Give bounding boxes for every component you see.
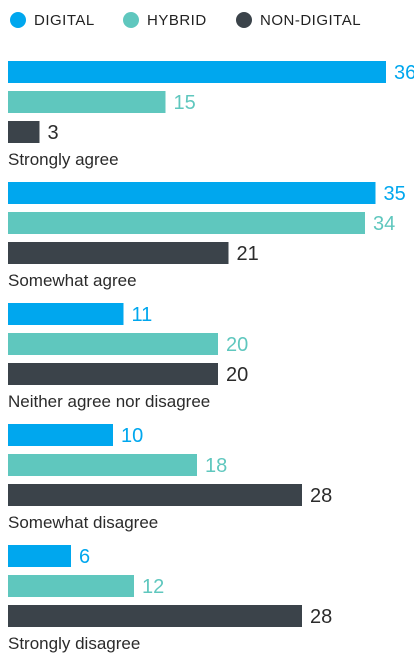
value-label: 18 bbox=[205, 455, 227, 477]
bar bbox=[8, 91, 166, 113]
legend-label-digital: DIGITAL bbox=[34, 11, 95, 29]
legend-item-hybrid: HYBRID bbox=[123, 8, 207, 32]
legend-swatch-hybrid bbox=[123, 12, 139, 28]
value-label: 35 bbox=[384, 183, 406, 205]
legend-label-hybrid: HYBRID bbox=[147, 11, 207, 29]
bar bbox=[8, 454, 197, 476]
bar bbox=[8, 303, 124, 325]
bar bbox=[8, 182, 376, 204]
bar bbox=[8, 121, 40, 143]
category-label: Neither agree nor disagree bbox=[8, 392, 210, 411]
value-label: 34 bbox=[373, 213, 395, 235]
legend-swatch-non-digital bbox=[236, 12, 252, 28]
legend-label-non-digital: NON-DIGITAL bbox=[260, 11, 362, 29]
value-label: 28 bbox=[310, 606, 332, 628]
bar bbox=[8, 545, 71, 567]
category-label: Strongly agree bbox=[8, 150, 119, 169]
value-label: 20 bbox=[226, 334, 248, 356]
value-label: 11 bbox=[132, 304, 153, 326]
bar bbox=[8, 333, 218, 355]
bar bbox=[8, 575, 134, 597]
legend-item-digital: DIGITAL bbox=[10, 8, 95, 32]
bar bbox=[8, 424, 113, 446]
value-label: 15 bbox=[174, 92, 196, 114]
bar bbox=[8, 605, 302, 627]
category-label: Somewhat disagree bbox=[8, 513, 158, 532]
value-label: 12 bbox=[142, 576, 164, 598]
legend-swatch-digital bbox=[10, 12, 26, 28]
value-label: 21 bbox=[237, 243, 259, 265]
bar bbox=[8, 212, 365, 234]
bar-group: 10 18 28 Somewhat disagree bbox=[8, 424, 332, 532]
bar-group: 6 12 28 Strongly disagree bbox=[8, 545, 332, 653]
bar-group: 35 34 21 Somewhat agree bbox=[8, 182, 406, 290]
value-label: 10 bbox=[121, 425, 143, 447]
bar bbox=[8, 363, 218, 385]
legend: DIGITAL HYBRID NON-DIGITAL bbox=[0, 8, 414, 32]
value-label: 28 bbox=[310, 485, 332, 507]
legend-item-non-digital: NON-DIGITAL bbox=[236, 8, 361, 32]
bar-group: 11 20 20 Neither agree nor disagree bbox=[8, 303, 248, 411]
value-label: 20 bbox=[226, 364, 248, 386]
category-label: Somewhat agree bbox=[8, 271, 137, 290]
value-label: 3 bbox=[48, 122, 59, 144]
value-label: 36 bbox=[394, 62, 414, 84]
category-label: Strongly disagree bbox=[8, 634, 140, 653]
bar bbox=[8, 484, 302, 506]
value-label: 6 bbox=[79, 546, 90, 568]
bar bbox=[8, 242, 229, 264]
bar bbox=[8, 61, 386, 83]
bar-group: 36 15 3 Strongly agree bbox=[8, 61, 414, 169]
